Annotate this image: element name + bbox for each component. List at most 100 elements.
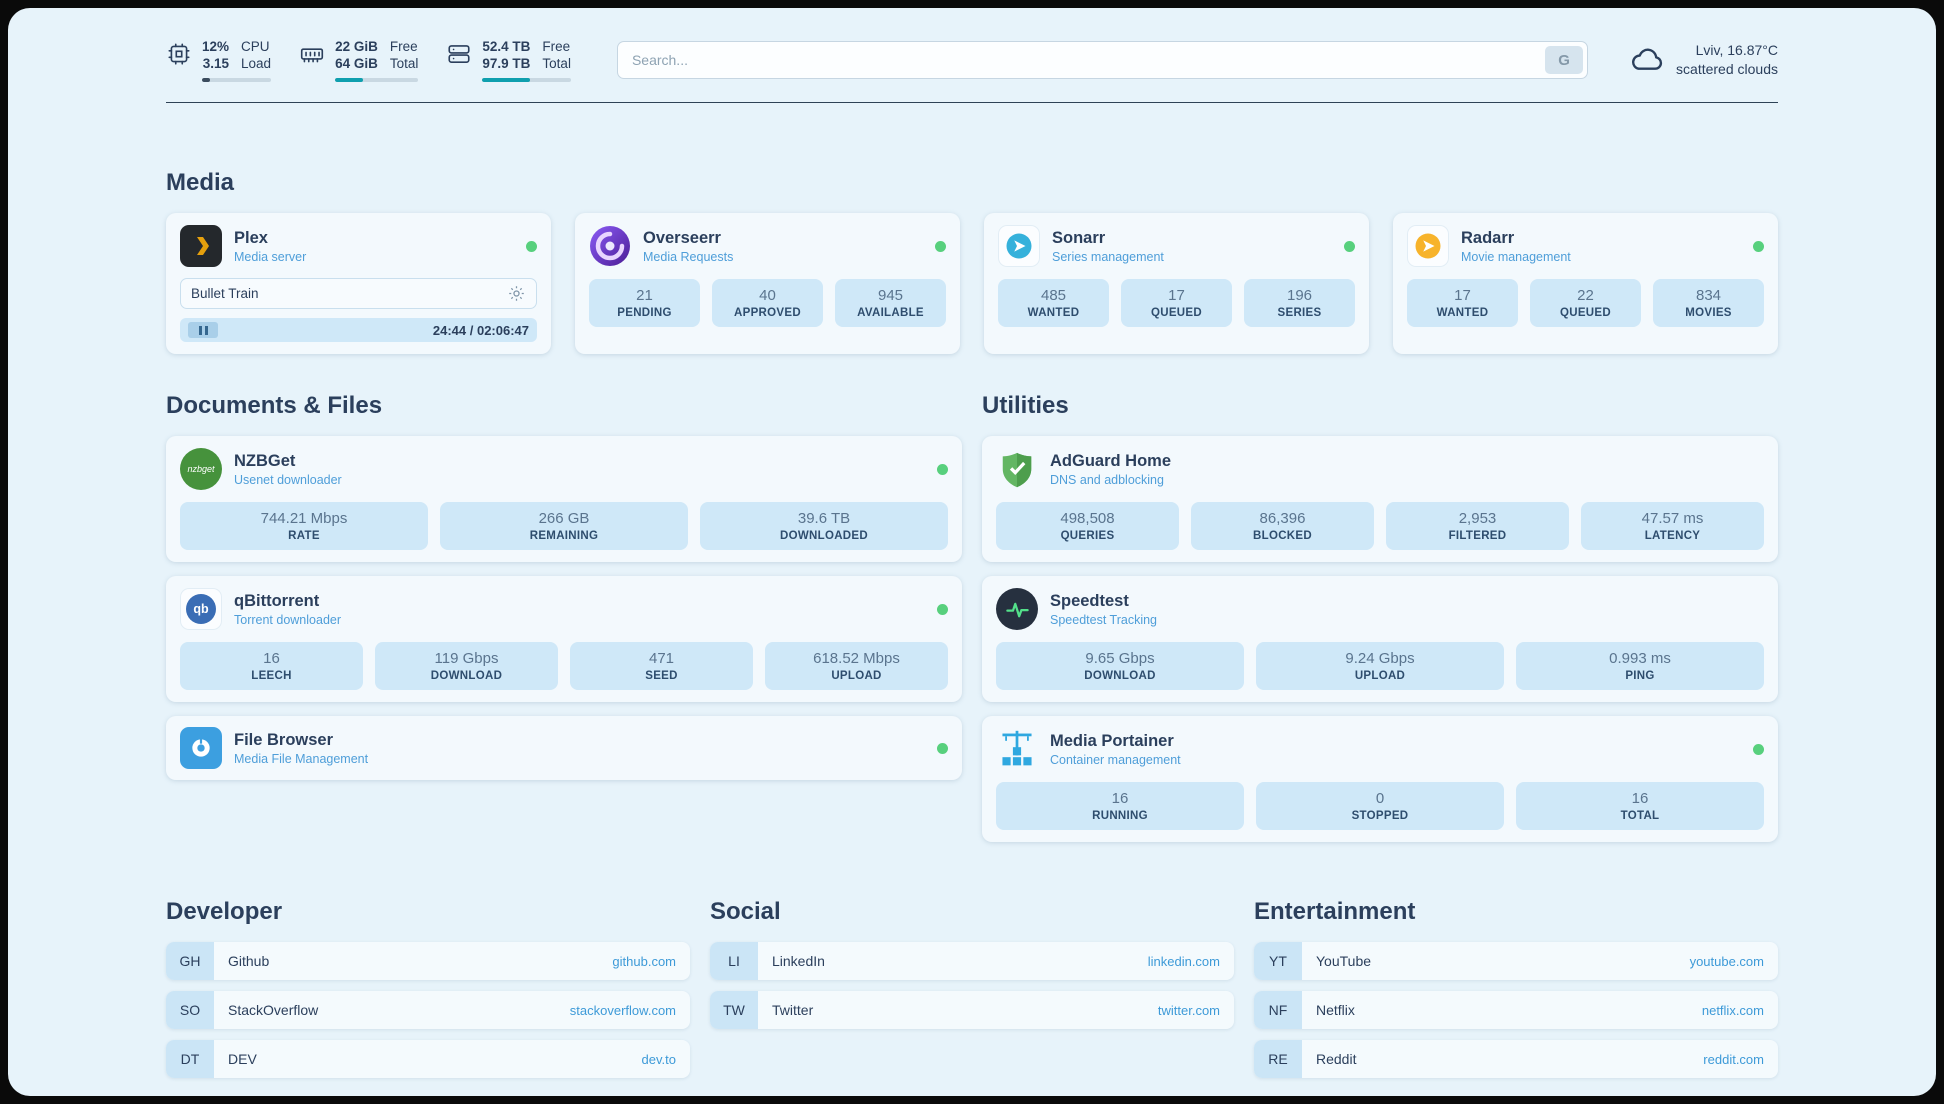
stat-wanted: 485 WANTED xyxy=(998,279,1109,327)
bookmark-stackoverflow[interactable]: SO StackOverflow stackoverflow.com xyxy=(166,991,690,1029)
stat-value: 119 Gbps xyxy=(434,650,499,667)
cpu-icon xyxy=(166,41,192,67)
bookmark-url: github.com xyxy=(612,953,676,969)
bookmark-name: Twitter xyxy=(772,1002,814,1018)
stat-label: DOWNLOADED xyxy=(780,530,868,542)
stat-running: 16 RUNNING xyxy=(996,782,1244,830)
app-filebrowser[interactable]: File Browser Media File Management xyxy=(180,727,948,769)
ram-free-value: 22 GiB xyxy=(335,39,378,54)
bookmark-dev[interactable]: DT DEV dev.to xyxy=(166,1040,690,1078)
status-dot xyxy=(1753,240,1764,252)
playback-progress-bar[interactable]: 24:44 / 02:06:47 xyxy=(180,318,537,342)
search-engine-button[interactable]: G xyxy=(1545,46,1584,74)
app-subtitle: Torrent downloader xyxy=(234,612,342,627)
app-nzbget[interactable]: nzbget NZBGet Usenet downloader xyxy=(180,448,948,490)
disk-total-value: 97.9 TB xyxy=(482,56,531,71)
stat-value: 22 xyxy=(1577,287,1594,304)
section-title-social: Social xyxy=(710,898,781,925)
card-sonarr: Sonarr Series management 485 WANTED 17 Q… xyxy=(984,213,1369,354)
stat-label: PING xyxy=(1625,670,1655,682)
bookmark-reddit[interactable]: RE Reddit reddit.com xyxy=(1254,1040,1778,1078)
qbittorrent-icon-text: qb xyxy=(193,602,209,616)
stat-approved: 40 APPROVED xyxy=(712,279,823,327)
ram-free-label: Free xyxy=(389,39,418,54)
system-stats: 12% 3.15 CPU Load xyxy=(166,38,571,82)
bookmark-linkedin[interactable]: LI LinkedIn linkedin.com xyxy=(710,942,1234,980)
ram-total-value: 64 GiB xyxy=(335,56,378,71)
card-filebrowser: File Browser Media File Management xyxy=(166,716,962,780)
ram-icon xyxy=(299,41,325,67)
stat-value: 9.24 Gbps xyxy=(1345,650,1415,667)
stat-value: 744.21 Mbps xyxy=(260,510,348,527)
section-title-developer: Developer xyxy=(166,898,283,925)
adguard-icon xyxy=(996,448,1038,490)
bookmark-abbr: DT xyxy=(166,1040,214,1078)
section-social: Social LI LinkedIn linkedin.com TW Twitt… xyxy=(710,898,1234,1078)
bookmark-youtube[interactable]: YT YouTube youtube.com xyxy=(1254,942,1778,980)
stat-value: 9.65 Gbps xyxy=(1085,650,1155,667)
app-subtitle: DNS and adblocking xyxy=(1050,472,1164,487)
app-speedtest[interactable]: Speedtest Speedtest Tracking xyxy=(996,588,1764,630)
bookmark-abbr: SO xyxy=(166,991,214,1029)
stat-value: 47.57 ms xyxy=(1641,510,1704,527)
bookmark-name: StackOverflow xyxy=(228,1002,319,1018)
bookmark-netflix[interactable]: NF Netflix netflix.com xyxy=(1254,991,1778,1029)
bookmark-github[interactable]: GH Github github.com xyxy=(166,942,690,980)
pause-button[interactable] xyxy=(188,322,218,338)
card-radarr: Radarr Movie management 17 WANTED 22 QUE… xyxy=(1393,213,1778,354)
stat-value: 485 xyxy=(1040,287,1067,304)
bookmark-abbr: NF xyxy=(1254,991,1302,1029)
app-radarr[interactable]: Radarr Movie management xyxy=(1407,225,1764,267)
card-adguard: AdGuard Home DNS and adblocking 498,508 … xyxy=(982,436,1778,562)
bookmark-abbr: GH xyxy=(166,942,214,980)
app-portainer[interactable]: Media Portainer Container management xyxy=(996,728,1764,770)
stat-value: 21 xyxy=(636,287,653,304)
stat-label: DOWNLOAD xyxy=(1084,670,1156,682)
bookmark-url: netflix.com xyxy=(1701,1002,1764,1018)
stat-queries: 498,508 QUERIES xyxy=(996,502,1179,550)
stat-label: SERIES xyxy=(1277,307,1322,319)
app-qbittorrent[interactable]: qb qBittorrent Torrent downloader xyxy=(180,588,948,630)
gear-icon[interactable] xyxy=(507,284,526,303)
bookmark-abbr: LI xyxy=(710,942,758,980)
stat-queued: 22 QUEUED xyxy=(1530,279,1641,327)
stat-download: 9.65 Gbps DOWNLOAD xyxy=(996,642,1244,690)
nzbget-icon: nzbget xyxy=(180,448,222,490)
cpu-load-value: 3.15 xyxy=(202,56,230,71)
stat-downloaded: 39.6 TB DOWNLOADED xyxy=(700,502,948,550)
section-media: Media Plex Media server xyxy=(166,169,1778,354)
stat-stopped: 0 STOPPED xyxy=(1256,782,1504,830)
stat-label: TOTAL xyxy=(1620,810,1660,822)
bookmark-url: reddit.com xyxy=(1703,1051,1764,1067)
stat-label: UPLOAD xyxy=(831,670,882,682)
topbar: 12% 3.15 CPU Load xyxy=(166,38,1778,82)
app-sonarr[interactable]: Sonarr Series management xyxy=(998,225,1355,267)
stat-upload: 9.24 Gbps UPLOAD xyxy=(1256,642,1504,690)
disk-widget: 52.4 TB 97.9 TB Free Total xyxy=(446,38,571,82)
qbittorrent-icon: qb xyxy=(180,588,222,630)
app-overseerr[interactable]: Overseerr Media Requests xyxy=(589,225,946,267)
topbar-divider xyxy=(166,102,1778,103)
app-subtitle: Media server xyxy=(234,249,307,264)
app-adguard[interactable]: AdGuard Home DNS and adblocking xyxy=(996,448,1764,490)
app-name: Media Portainer xyxy=(1050,731,1174,750)
app-plex[interactable]: Plex Media server xyxy=(180,225,537,267)
bookmark-twitter[interactable]: TW Twitter twitter.com xyxy=(710,991,1234,1029)
bookmark-url: stackoverflow.com xyxy=(569,1002,676,1018)
stat-pending: 21 PENDING xyxy=(589,279,700,327)
stat-value: 266 GB xyxy=(538,510,590,527)
stat-value: 16 xyxy=(1111,790,1129,807)
stat-value: 618.52 Mbps xyxy=(813,650,900,667)
stat-value: 2,953 xyxy=(1458,510,1497,527)
stat-label: AVAILABLE xyxy=(857,307,924,319)
app-subtitle: Series management xyxy=(1052,249,1164,264)
card-nzbget: nzbget NZBGet Usenet downloader 744.21 M… xyxy=(166,436,962,562)
stat-value: 86,396 xyxy=(1259,510,1306,527)
card-qbittorrent: qb qBittorrent Torrent downloader 16 xyxy=(166,576,962,702)
search-input[interactable] xyxy=(616,41,1589,79)
stat-label: APPROVED xyxy=(734,307,801,319)
app-name: File Browser xyxy=(234,730,334,749)
stat-remaining: 266 GB REMAINING xyxy=(440,502,688,550)
ram-progress-bar xyxy=(335,78,419,82)
bookmark-abbr: TW xyxy=(710,991,758,1029)
